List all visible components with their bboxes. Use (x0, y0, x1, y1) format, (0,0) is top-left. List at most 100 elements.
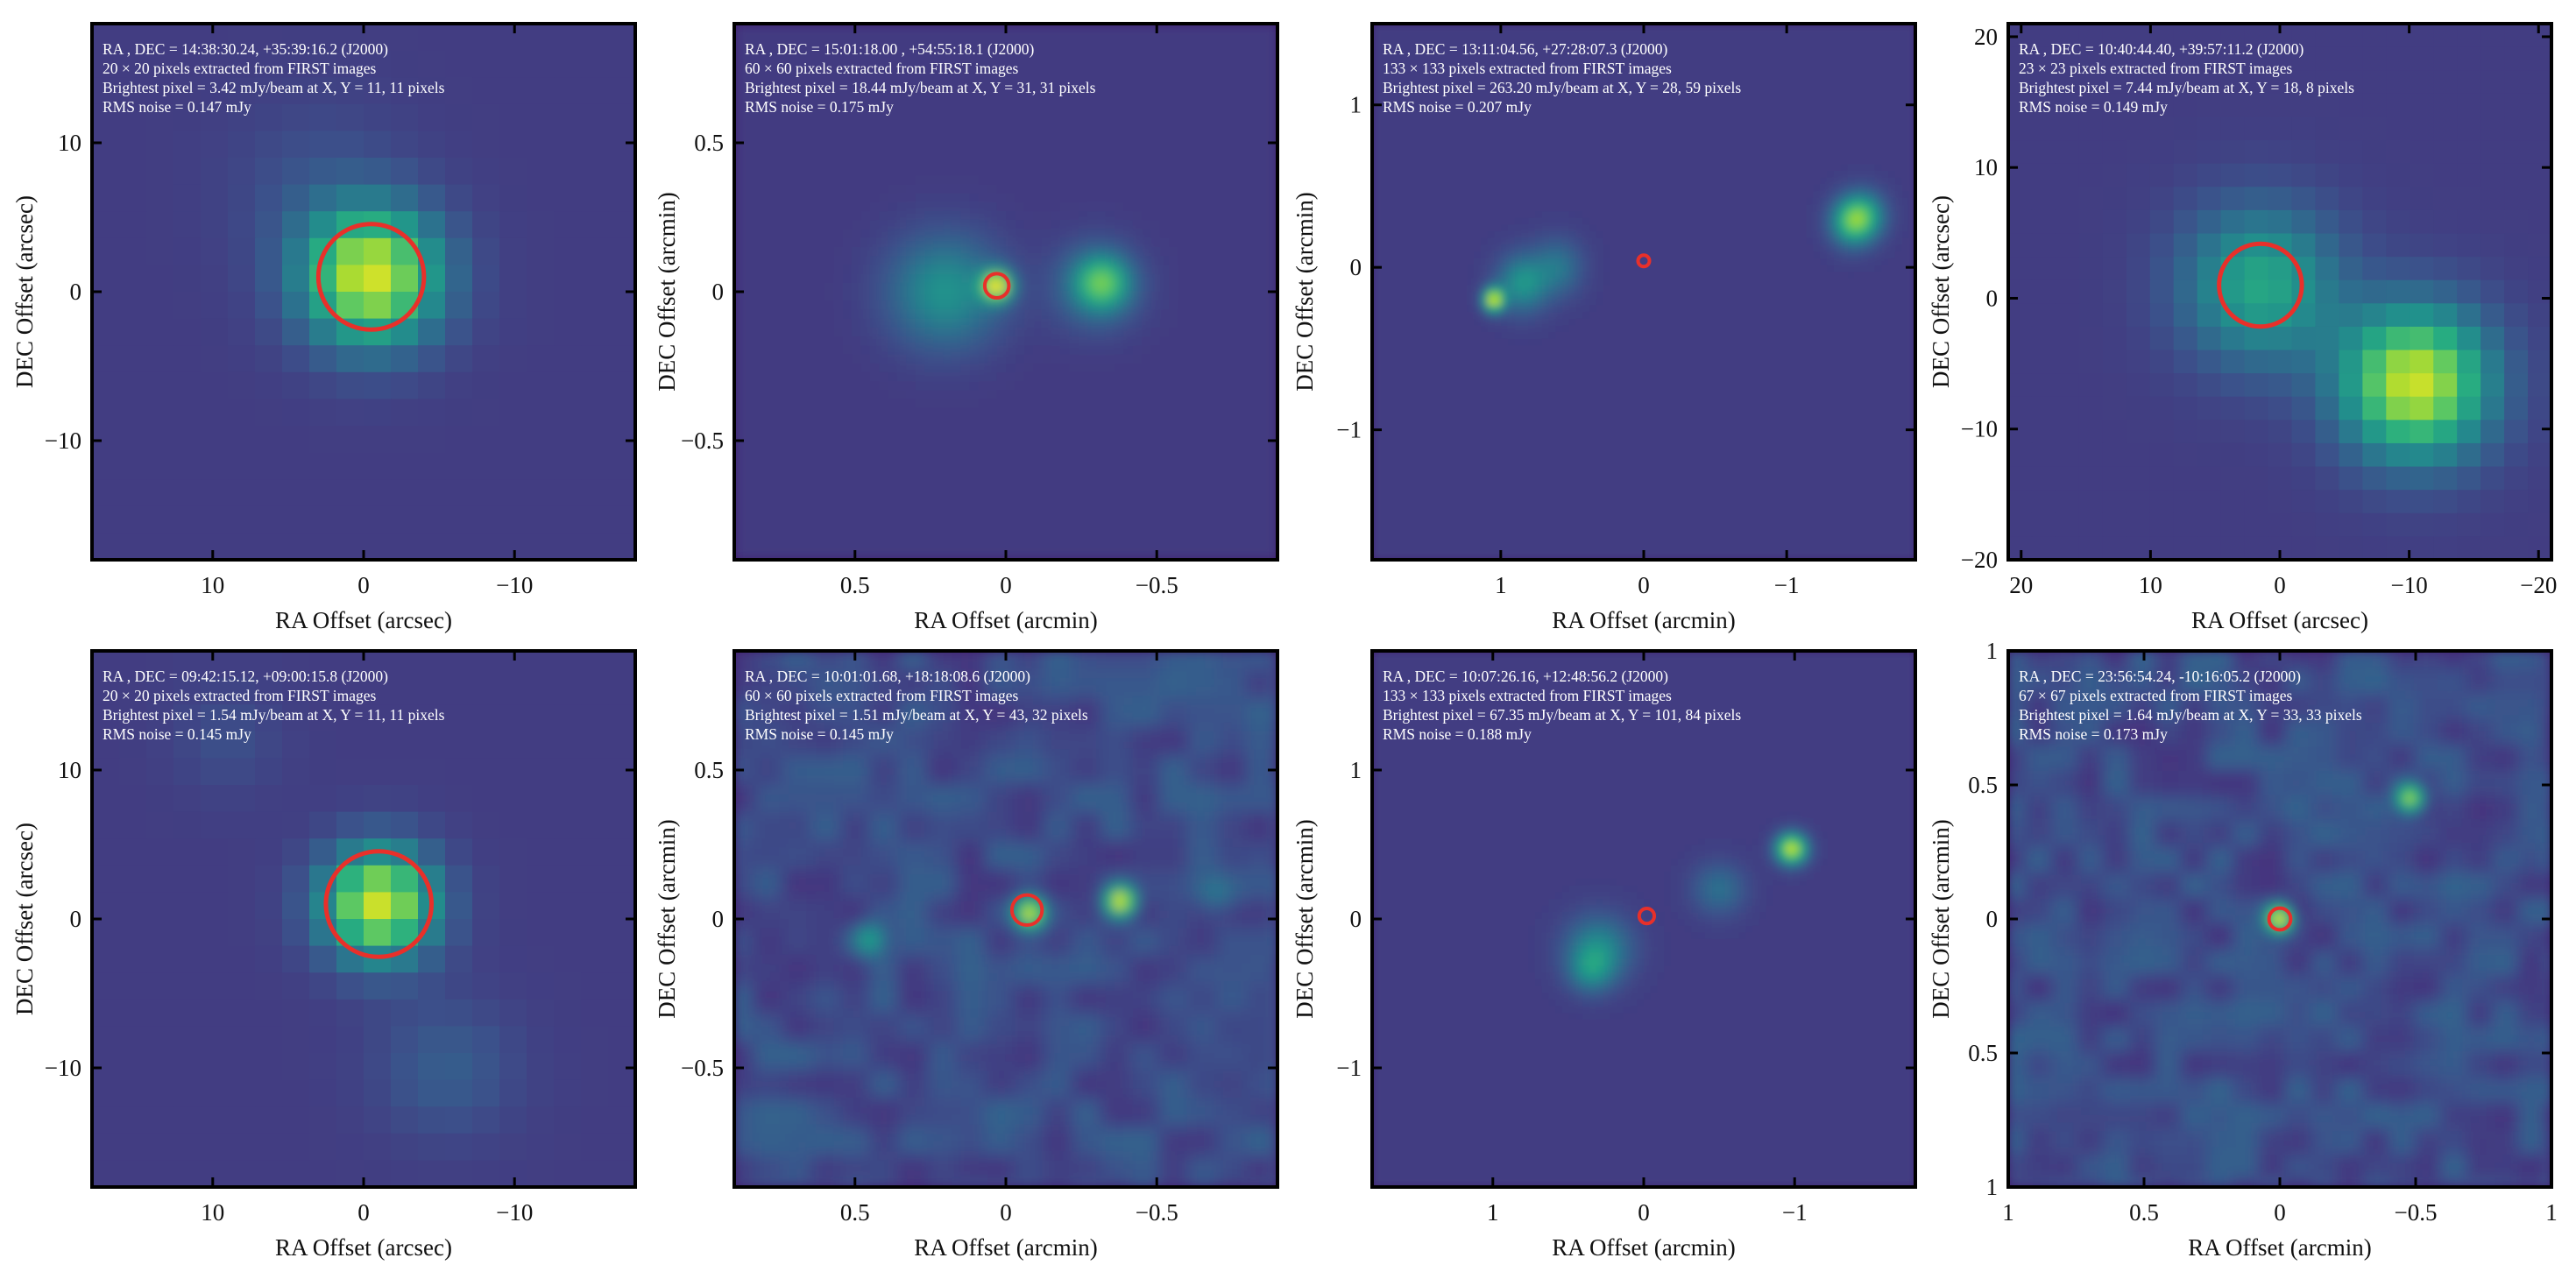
x-tick-label: −10 (2391, 572, 2428, 598)
heatmap-image (2008, 651, 2551, 1187)
panel-2: 0.5 0 −0.5 0.5 0 −0.5 RA Offset (arcmin) DEC Of… (654, 22, 1279, 633)
y-tick-label: 20 (1974, 24, 1998, 50)
info-line-4: RMS noise = 0.175 mJy (745, 98, 894, 116)
y-tick-label: 0 (70, 279, 82, 305)
x-tick-label: 0 (1638, 572, 1650, 598)
panel-7: 1 0 −1 1 0 −1 RA Offset (arcmin) DEC Offset (ar… (1292, 649, 1917, 1261)
info-line-1: RA , DEC = 13:11:04.56, +27:28:07.3 (J20… (1383, 40, 1668, 58)
y-tick-label: 1 (1350, 92, 1362, 118)
y-tick-label: 0 (712, 906, 725, 932)
info-line-1: RA , DEC = 15:01:18.00 , +54:55:18.1 (J2… (745, 40, 1035, 58)
y-tick-label: 10 (1974, 154, 1998, 180)
x-axis-label: RA Offset (arcsec) (275, 1234, 452, 1261)
x-tick-label: 1 (1495, 572, 1507, 598)
x-tick-label: 20 (2009, 572, 2033, 598)
y-axis-label: DEC Offset (arcmin) (654, 819, 680, 1018)
x-tick-label: 0 (1638, 1199, 1650, 1226)
info-line-1: RA , DEC = 09:42:15.12, +09:00:15.8 (J20… (103, 668, 388, 685)
aperture-circle (1009, 893, 1044, 928)
heatmap-image (1372, 24, 1915, 560)
y-tick-label: 0.5 (1968, 772, 1998, 798)
y-axis-label: DEC Offset (arcsec) (11, 823, 38, 1015)
x-axis-label: RA Offset (arcsec) (275, 607, 452, 633)
info-line-3: Brightest pixel = 1.54 mJy/beam at X, Y … (103, 706, 445, 724)
info-line-4: RMS noise = 0.145 mJy (745, 725, 894, 743)
x-tick-label: −20 (2520, 572, 2557, 598)
x-tick-label: 0 (357, 1199, 370, 1226)
panel-6: 0.5 0 −0.5 0.5 0 −0.5 RA Offset (arcmin) DEC Of… (654, 649, 1279, 1261)
y-tick-label: 0.5 (694, 757, 724, 783)
y-axis-label: DEC Offset (arcmin) (1292, 192, 1318, 391)
heatmap-image (92, 24, 635, 560)
x-tick-label: 0 (2274, 1199, 2286, 1226)
y-tick-label: 0 (1350, 906, 1362, 932)
x-tick-label: 1 (1487, 1199, 1499, 1226)
info-line-3: Brightest pixel = 1.51 mJy/beam at X, Y … (745, 706, 1088, 724)
y-tick-label: 10 (58, 130, 81, 156)
y-tick-label: 0 (1986, 906, 1999, 932)
info-line-1: RA , DEC = 10:40:44.40, +39:57:11.2 (J20… (2019, 40, 2304, 58)
x-tick-label: 10 (201, 1199, 224, 1226)
info-line-3: Brightest pixel = 263.20 mJy/beam at X, … (1383, 79, 1741, 96)
x-axis-label: RA Offset (arcsec) (2191, 607, 2368, 633)
x-axis-label: RA Offset (arcmin) (1552, 1234, 1735, 1261)
aperture-circle (1637, 906, 1657, 926)
y-axis-label: DEC Offset (arcmin) (1928, 819, 1954, 1018)
info-line-3: Brightest pixel = 18.44 mJy/beam at X, Y… (745, 79, 1096, 96)
info-line-2: 60 × 60 pixels extracted from FIRST imag… (745, 60, 1019, 77)
info-line-2: 133 × 133 pixels extracted from FIRST im… (1383, 687, 1672, 704)
x-tick-label: 1 (2002, 1199, 2014, 1226)
x-tick-label: 0.5 (2129, 1199, 2159, 1226)
x-tick-label: −1 (1774, 572, 1800, 598)
y-tick-label: −10 (45, 428, 81, 454)
x-tick-label: 0.5 (840, 1199, 870, 1226)
info-line-4: RMS noise = 0.145 mJy (103, 725, 251, 743)
y-tick-label: 0.5 (694, 130, 724, 156)
info-line-1: RA , DEC = 14:38:30.24, +35:39:16.2 (J20… (103, 40, 388, 58)
x-tick-label: 0 (2274, 572, 2286, 598)
info-line-1: RA , DEC = 23:56:54.24, -10:16:05.2 (J20… (2019, 668, 2301, 685)
x-tick-label: −1 (1782, 1199, 1808, 1226)
x-tick-label: −10 (496, 1199, 533, 1226)
x-tick-label: −10 (496, 572, 533, 598)
y-tick-label: −20 (1961, 547, 1998, 573)
info-line-3: Brightest pixel = 67.35 mJy/beam at X, Y… (1383, 706, 1741, 724)
info-line-2: 20 × 20 pixels extracted from FIRST imag… (103, 60, 377, 77)
aperture-circle (315, 222, 427, 332)
heatmap-image (734, 651, 1277, 1187)
aperture-circle (2267, 906, 2293, 932)
info-line-3: Brightest pixel = 3.42 mJy/beam at X, Y … (103, 79, 445, 96)
y-tick-label: −0.5 (681, 428, 724, 454)
x-axis-label: RA Offset (arcmin) (914, 607, 1097, 633)
y-tick-label: 0 (712, 279, 725, 305)
panel-3: 1 0 −1 1 0 −1 RA Offset (arcmin) DEC Offset (ar… (1292, 22, 1917, 633)
panel-5: 10 0 −10 10 0 −10 RA Offset (arcsec) DEC Offset… (11, 649, 637, 1261)
y-tick-label: −1 (1336, 1055, 1362, 1081)
x-tick-label: 0 (357, 572, 370, 598)
x-tick-label: 10 (2139, 572, 2162, 598)
info-line-4: RMS noise = 0.147 mJy (103, 98, 251, 116)
y-tick-label: 10 (58, 757, 81, 783)
info-line-4: RMS noise = 0.149 mJy (2019, 98, 2168, 116)
x-tick-label: −0.5 (2395, 1199, 2438, 1226)
y-tick-label: −1 (1336, 417, 1362, 443)
info-line-2: 60 × 60 pixels extracted from FIRST imag… (745, 687, 1019, 704)
y-tick-label: −10 (1961, 416, 1998, 442)
x-tick-label: 0 (1000, 1199, 1012, 1226)
y-tick-label: −10 (45, 1055, 81, 1081)
x-tick-label: 0 (1000, 572, 1012, 598)
info-line-3: Brightest pixel = 1.64 mJy/beam at X, Y … (2019, 706, 2362, 724)
aperture-circle (982, 272, 1011, 300)
x-tick-label: 0.5 (840, 572, 870, 598)
y-axis-label: DEC Offset (arcmin) (654, 192, 680, 391)
info-line-2: 23 × 23 pixels extracted from FIRST imag… (2019, 60, 2293, 77)
x-tick-label: 10 (201, 572, 224, 598)
aperture-circle (323, 849, 435, 959)
y-tick-label: 1 (1986, 638, 1999, 664)
y-tick-label: 1 (1986, 1174, 1999, 1200)
x-tick-label: −0.5 (1136, 1199, 1178, 1226)
y-axis-label: DEC Offset (arcmin) (1292, 819, 1318, 1018)
info-line-1: RA , DEC = 10:01:01.68, +18:18:08.6 (J20… (745, 668, 1030, 685)
y-tick-label: 0 (1986, 285, 1999, 311)
